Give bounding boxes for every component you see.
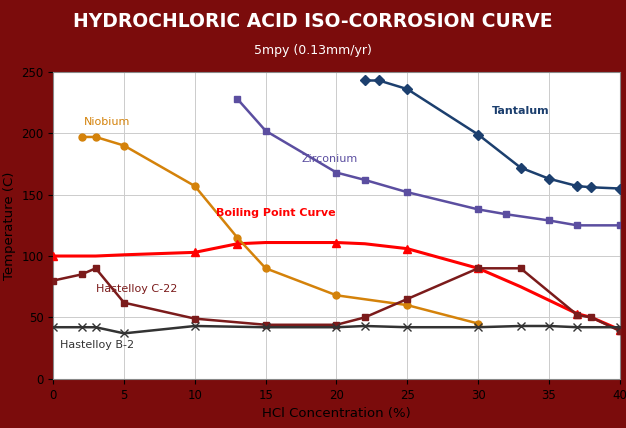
X-axis label: HCl Concentration (%): HCl Concentration (%) <box>262 407 411 420</box>
Text: Zirconium: Zirconium <box>301 154 357 163</box>
Text: Hastelloy C-22: Hastelloy C-22 <box>96 284 177 294</box>
Text: Tantalum: Tantalum <box>492 106 550 116</box>
Text: Boiling Point Curve: Boiling Point Curve <box>216 208 336 217</box>
Text: Niobium: Niobium <box>85 117 131 127</box>
Text: Hastelloy B-2: Hastelloy B-2 <box>60 340 135 350</box>
Y-axis label: Temperature (C): Temperature (C) <box>3 171 16 279</box>
Text: 5mpy (0.13mm/yr): 5mpy (0.13mm/yr) <box>254 44 372 57</box>
Text: HYDROCHLORIC ACID ISO-CORROSION CURVE: HYDROCHLORIC ACID ISO-CORROSION CURVE <box>73 12 553 31</box>
